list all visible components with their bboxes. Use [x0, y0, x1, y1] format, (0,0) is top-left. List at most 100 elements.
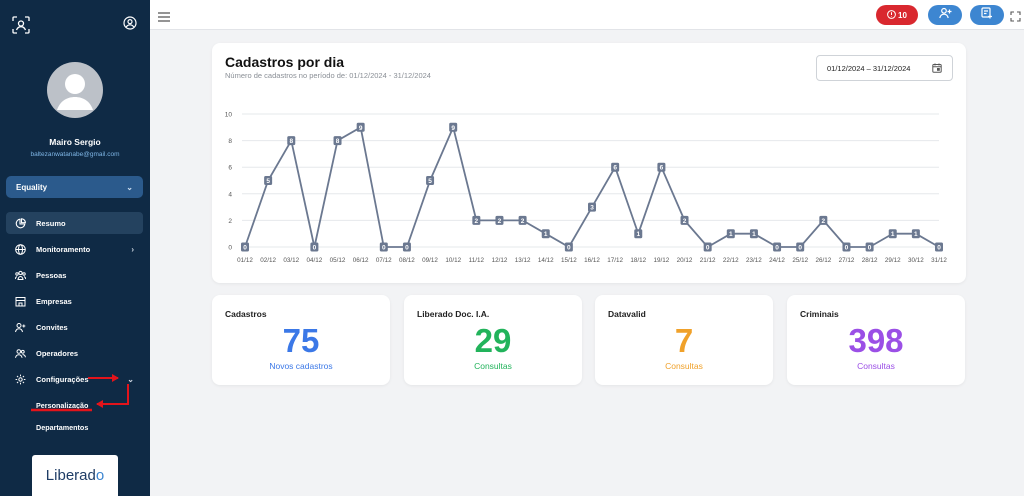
x-tick-label: 30/12 — [908, 257, 924, 264]
data-point — [749, 229, 758, 239]
brand-text: Liberad — [45, 467, 96, 484]
data-point — [773, 242, 782, 252]
data-point — [356, 122, 365, 132]
document-add-icon — [981, 6, 993, 24]
stat-title: Datavalid — [608, 309, 646, 319]
data-point — [518, 215, 527, 225]
stat-card-cadastros: Cadastros 75 Novos cadastros — [212, 295, 390, 385]
account-icon[interactable] — [123, 16, 141, 34]
fullscreen-icon[interactable] — [1010, 9, 1021, 22]
pie-chart-icon — [15, 217, 26, 229]
x-tick-label: 15/12 — [561, 257, 577, 264]
y-tick-label: 8 — [228, 138, 232, 145]
data-label: 0 — [775, 245, 779, 252]
user-name: Mairo Sergio — [49, 137, 101, 147]
data-label: 2 — [683, 218, 687, 225]
data-point — [842, 242, 851, 252]
users-icon — [15, 348, 26, 359]
sidebar-subitem-personalizacao[interactable]: Personalização — [6, 394, 143, 416]
menu-icon[interactable] — [158, 9, 170, 22]
x-tick-label: 04/12 — [307, 257, 323, 264]
data-label: 0 — [567, 245, 571, 252]
x-tick-label: 22/12 — [723, 257, 739, 264]
data-label: 2 — [521, 218, 525, 225]
sidebar-item-pessoas[interactable]: Pessoas — [6, 264, 143, 286]
stat-card-datavalid: Datavalid 7 Consultas — [595, 295, 773, 385]
x-tick-label: 25/12 — [792, 257, 808, 264]
data-label: 0 — [845, 245, 849, 252]
data-label: 0 — [313, 245, 317, 252]
data-point — [819, 215, 828, 225]
data-point — [935, 242, 943, 252]
x-tick-label: 16/12 — [584, 257, 600, 264]
data-label: 0 — [405, 245, 409, 252]
sidebar-item-resumo[interactable]: Resumo — [6, 212, 143, 234]
data-label: 1 — [729, 231, 733, 238]
sidebar-item-monitoramento[interactable]: Monitoramento › — [6, 238, 143, 260]
data-label: 1 — [914, 231, 918, 238]
sidebar-item-empresas[interactable]: Empresas — [6, 290, 143, 312]
x-tick-label: 06/12 — [353, 257, 369, 264]
y-tick-label: 10 — [225, 112, 233, 119]
data-label: 6 — [613, 165, 617, 172]
company-select[interactable]: Equality ⌄ — [6, 176, 143, 198]
sidebar-item-label: Pessoas — [36, 270, 67, 280]
data-point — [449, 122, 458, 132]
data-point — [634, 229, 643, 239]
sidebar-item-convites[interactable]: Convites — [6, 316, 143, 338]
data-point — [726, 229, 735, 239]
data-label: 1 — [891, 231, 895, 238]
top-bar: 10 — [150, 0, 1024, 30]
data-label: 2 — [822, 218, 826, 225]
data-point — [402, 242, 411, 252]
x-tick-label: 14/12 — [538, 257, 554, 264]
stat-title: Criminais — [800, 309, 839, 319]
data-point — [333, 136, 342, 146]
data-point — [564, 242, 573, 252]
sidebar-item-operadores[interactable]: Operadores — [6, 342, 143, 364]
alerts-button[interactable]: 10 — [876, 5, 918, 25]
people-icon — [15, 270, 26, 281]
data-point — [865, 242, 874, 252]
x-tick-label: 23/12 — [746, 257, 762, 264]
report-button[interactable] — [970, 5, 1004, 25]
data-label: 0 — [798, 245, 802, 252]
x-tick-label: 02/12 — [260, 257, 276, 264]
user-plus-icon — [938, 6, 952, 24]
data-label: 0 — [243, 245, 247, 252]
avatar — [47, 62, 103, 118]
data-label: 8 — [289, 138, 293, 145]
x-tick-label: 09/12 — [422, 257, 438, 264]
x-tick-label: 20/12 — [677, 257, 693, 264]
data-point — [911, 229, 920, 239]
date-range-picker[interactable]: 01/12/2024 – 31/12/2024 — [816, 55, 953, 81]
data-point — [611, 162, 620, 172]
chevron-right-icon: › — [131, 244, 134, 254]
data-label: 9 — [359, 125, 363, 132]
x-tick-label: 24/12 — [769, 257, 785, 264]
brand-logo: Liberad o — [32, 455, 118, 496]
x-tick-label: 11/12 — [469, 257, 485, 264]
data-label: 0 — [937, 245, 941, 252]
x-tick-label: 19/12 — [654, 257, 670, 264]
data-point — [495, 215, 504, 225]
data-label: 6 — [660, 165, 664, 172]
data-label: 5 — [428, 178, 432, 185]
x-tick-label: 31/12 — [931, 257, 947, 264]
data-label: 0 — [706, 245, 710, 252]
stat-value: 7 — [674, 322, 694, 359]
sidebar-item-configuracoes[interactable]: Configurações ⌄ — [6, 368, 143, 390]
data-point — [472, 215, 481, 225]
x-tick-label: 26/12 — [815, 257, 831, 264]
sidebar-subitem-label: Personalização — [36, 400, 89, 410]
sidebar-subitem-departamentos[interactable]: Departamentos — [6, 416, 143, 438]
data-label: 2 — [498, 218, 502, 225]
data-label: 9 — [451, 125, 455, 132]
add-user-button[interactable] — [928, 5, 962, 25]
face-scan-icon[interactable] — [12, 16, 30, 34]
stat-value: 29 — [474, 322, 512, 359]
stat-label: Novos cadastros — [269, 361, 333, 371]
stat-label: Consultas — [474, 361, 512, 371]
sidebar-item-label: Configurações — [36, 374, 89, 384]
data-label: 8 — [336, 138, 340, 145]
